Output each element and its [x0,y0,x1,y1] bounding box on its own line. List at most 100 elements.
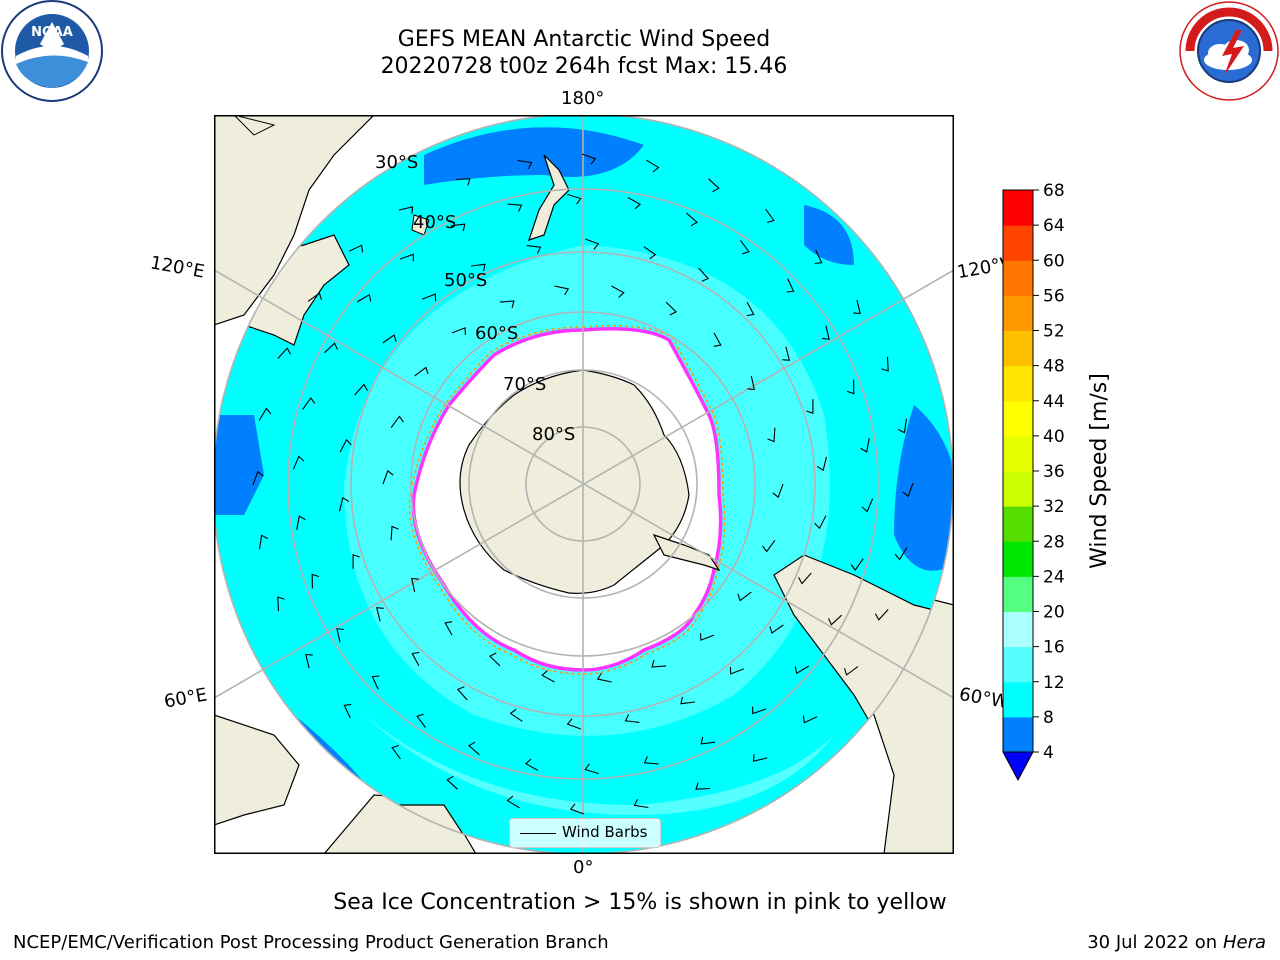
wind-barb [853,299,861,315]
wind-barb [311,573,320,589]
wind-barb [414,366,429,377]
wind-barb [390,415,404,429]
footer-date-text: 30 Jul 2022 on [1087,932,1218,953]
national-weather-service-logo [1178,0,1280,102]
colorbar-bin [1003,190,1033,226]
wind-barb [814,249,823,265]
colorbar-tick-label: 16 [1043,638,1065,658]
wind-barb [506,795,520,809]
colorbar-bin [1003,611,1033,648]
colorbar-bin [1003,646,1033,683]
wind-barb [499,300,515,308]
colorbar-tick-label: 4 [1043,743,1054,763]
colorbar-bin [1003,716,1033,753]
wind-barb [767,427,776,443]
colorbar-bin [1003,295,1033,331]
wind-barb [258,407,272,421]
wind-barb [411,651,420,667]
colorbar-bin [1003,365,1033,402]
wind-barb [398,206,414,214]
wind-barb [752,754,768,762]
wind-barb [643,246,657,260]
colorbar-tick-label: 40 [1043,427,1065,447]
colorbar-extend-arrow [1002,751,1034,782]
wind-barb [252,470,264,486]
colorbar-tick-label: 56 [1043,286,1065,306]
wind-barb [455,178,471,186]
lat-label-60s: 60°S [475,323,519,344]
wind-barb [391,744,401,760]
wind-barb [343,703,352,719]
wind-barb [399,253,414,262]
wind-barb [786,278,795,293]
colorbar-tick-label: 64 [1043,216,1065,236]
wind-barb [762,539,776,553]
wind-barb [765,208,775,224]
colorbar-tick-label: 12 [1043,673,1065,693]
wind-barb [822,325,830,340]
legend-line-swatch [520,833,556,834]
colorbar-bin [1003,541,1033,577]
low-wind-zone-north [424,127,644,185]
wind-barb [292,455,305,470]
wind-barb [296,515,306,531]
colorbar-bin [1003,400,1033,437]
wind-barb [782,346,791,361]
wind-barb [509,708,523,722]
wind-barb [585,238,600,250]
colorbar-tick-label: 44 [1043,392,1065,412]
wind-barb [828,614,842,626]
wind-barb [507,203,523,212]
lat-label-50s: 50°S [444,270,488,291]
wind-barb [277,347,292,359]
wind-barb [802,715,818,724]
wind-barb [422,293,437,302]
wind-barb [456,686,468,701]
colorbar-bin [1003,471,1033,507]
wind-barb [624,714,640,723]
wind-barb [450,223,466,232]
colorbar-tick-label: 28 [1043,532,1065,552]
title-line-1: GEFS MEAN Antarctic Wind Speed [397,27,771,52]
wind-barb [695,782,711,790]
wind-barb [596,672,612,683]
wind-barb [277,596,285,612]
wind-barb [665,301,678,316]
wind-barb [814,515,827,530]
wind-barb [861,498,874,513]
wind-barb [258,534,269,550]
wind-barb [468,741,480,756]
wind-barb [336,628,344,643]
lat-label-40s: 40°S [413,212,457,233]
wind-barb [611,285,625,298]
wind-barb [686,212,698,227]
colorbar-tick-label: 68 [1043,181,1065,201]
wind-barb [680,696,695,705]
colorbar-tick-label: 24 [1043,567,1065,587]
wind-barb [416,713,426,728]
sea-ice-edge-orange [408,324,726,675]
wind-barb [446,775,458,790]
colorbar-bin [1003,435,1033,472]
wind-barb [566,718,581,730]
wind-barb [584,763,599,775]
wind-barb [713,332,722,347]
wind-barb [894,547,908,561]
wind-barb [700,633,715,641]
wind-barb [881,356,889,372]
lon-label-60e: 60°E [162,684,209,713]
colorbar-tick-label: 52 [1043,322,1065,342]
colorbar: 4 8 12 16 20 24 28 32 36 40 44 48 52 56 60 64 68 Wind Spe… [990,180,1130,800]
wind-barb [352,554,360,569]
wind-barb [348,244,364,253]
wind-barb [390,525,399,541]
wind-barb [567,193,582,205]
wind-barb [302,397,316,410]
colorbar-tick-label: 60 [1043,251,1065,271]
wind-barb [740,240,750,255]
colorbar-tick-label: 48 [1043,357,1065,377]
footer-host: Hera [1222,932,1266,953]
low-wind-zone-ne [804,205,854,265]
wind-barb [646,159,660,173]
wind-barb [569,803,585,815]
